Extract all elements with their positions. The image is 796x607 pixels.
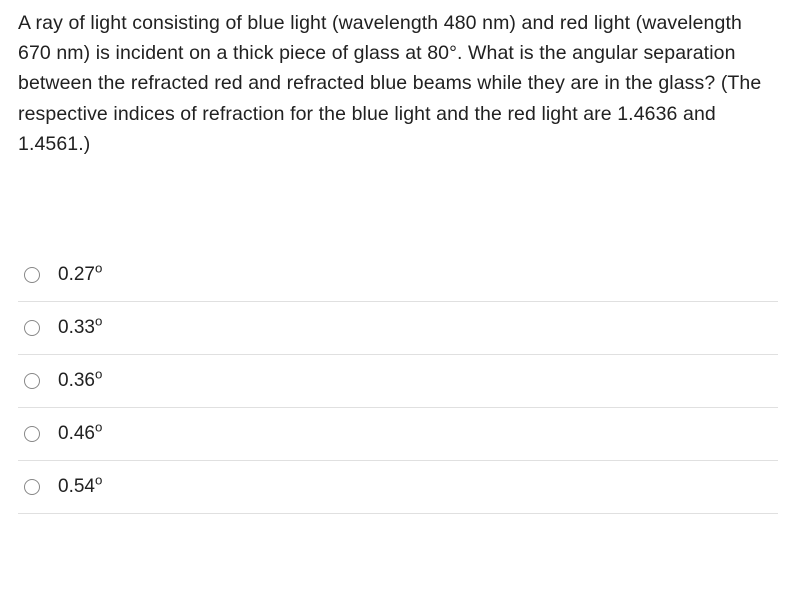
degree-symbol: o bbox=[95, 314, 102, 329]
option-row[interactable]: 0.33o bbox=[18, 302, 778, 355]
radio-icon[interactable] bbox=[24, 320, 40, 336]
option-row[interactable]: 0.27o bbox=[18, 249, 778, 302]
degree-symbol: o bbox=[95, 367, 102, 382]
options-list: 0.27o 0.33o 0.36o 0.46o 0.54o bbox=[18, 249, 778, 514]
option-label: 0.54o bbox=[58, 476, 102, 498]
option-row[interactable]: 0.36o bbox=[18, 355, 778, 408]
degree-symbol: o bbox=[95, 473, 102, 488]
radio-icon[interactable] bbox=[24, 373, 40, 389]
radio-icon[interactable] bbox=[24, 267, 40, 283]
option-label: 0.36o bbox=[58, 370, 102, 392]
option-row[interactable]: 0.54o bbox=[18, 461, 778, 514]
radio-icon[interactable] bbox=[24, 479, 40, 495]
option-label: 0.46o bbox=[58, 423, 102, 445]
option-row[interactable]: 0.46o bbox=[18, 408, 778, 461]
degree-symbol: o bbox=[95, 420, 102, 435]
radio-icon[interactable] bbox=[24, 426, 40, 442]
degree-symbol: o bbox=[95, 261, 102, 276]
option-label: 0.33o bbox=[58, 317, 102, 339]
question-text: A ray of light consisting of blue light … bbox=[18, 8, 778, 159]
option-label: 0.27o bbox=[58, 264, 102, 286]
